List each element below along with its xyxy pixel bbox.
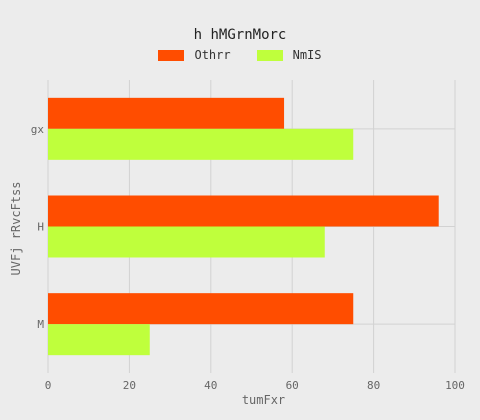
legend-item-series-1: Othrr (158, 48, 231, 62)
y-axis-label: UVFj rRvcFtss (9, 182, 23, 276)
x-tick-label-0: 0 (45, 379, 52, 392)
legend-swatch-series-1 (158, 49, 185, 61)
x-tick-label-1: 20 (123, 379, 136, 392)
x-tick-label-3: 60 (286, 379, 299, 392)
legend-label-series-2: NmIS (292, 48, 322, 62)
x-tick-label-2: 40 (204, 379, 217, 392)
bar-othrr-gx (48, 97, 285, 129)
y-tick-label-2: M (37, 318, 44, 331)
x-tick-label-4: 80 (367, 379, 380, 392)
bar-nmis-h (48, 226, 325, 258)
x-tick-label-5: 100 (445, 379, 465, 392)
bar-nmis-gx (48, 128, 354, 160)
legend-item-series-2: NmIS (256, 48, 322, 62)
y-tick-label-1: H (37, 221, 44, 234)
bar-othrr-h (48, 195, 439, 227)
bar-othrr-m (48, 293, 354, 325)
x-axis-label: tumFxr (242, 393, 285, 407)
legend-label-series-1: Othrr (194, 48, 231, 62)
legend-swatch-series-2 (256, 49, 283, 61)
bar-nmis-m (48, 324, 150, 356)
legend: Othrr NmIS (0, 48, 480, 62)
y-tick-label-0: gx (31, 123, 45, 136)
chart-title: h hMGrnMorc (193, 27, 287, 43)
